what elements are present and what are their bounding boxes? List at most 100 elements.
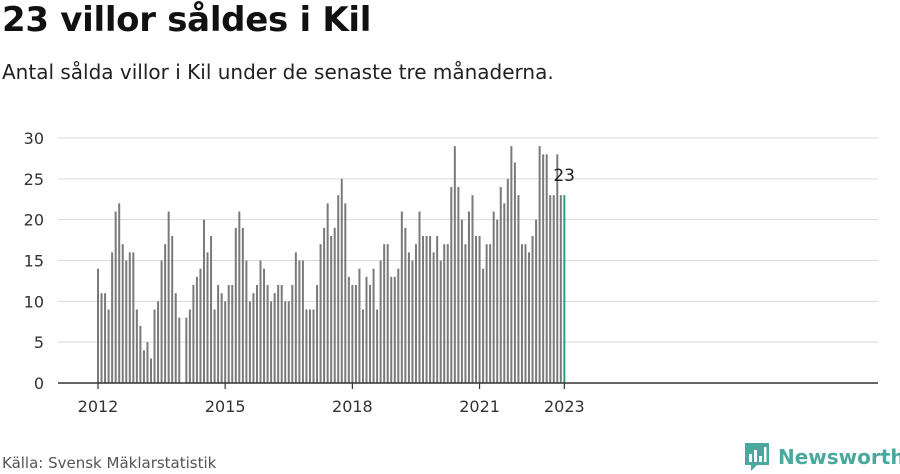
bar (460, 219, 463, 383)
bar (231, 285, 234, 383)
bar (478, 236, 481, 383)
bar (312, 309, 315, 383)
bar (206, 252, 209, 383)
bar (520, 244, 523, 383)
bar (121, 244, 124, 383)
bar (492, 211, 495, 383)
last-value-label: 23 (553, 166, 575, 186)
bar (227, 285, 230, 383)
bar (464, 244, 467, 383)
bar (411, 260, 414, 383)
bar (111, 252, 114, 383)
bar (167, 211, 170, 383)
bar (443, 244, 446, 383)
bar (248, 301, 251, 383)
y-tick-label-5: 5 (34, 333, 44, 352)
bar (330, 236, 333, 383)
bar (376, 309, 379, 383)
bar (559, 195, 562, 383)
bar (542, 154, 545, 383)
bar (475, 236, 478, 383)
bar (400, 211, 403, 383)
bar (556, 154, 559, 383)
bar (263, 268, 266, 383)
bar (344, 203, 347, 383)
bar (407, 252, 410, 383)
bar (149, 358, 152, 383)
bar (224, 301, 227, 383)
bar (220, 293, 223, 383)
bar (316, 285, 319, 383)
bar (397, 268, 400, 383)
brand-name: Newsworthy (778, 445, 900, 469)
bar (164, 244, 167, 383)
bar (277, 285, 280, 383)
bar (114, 211, 117, 383)
brand-logo: Newsworthy (744, 442, 900, 472)
bar (139, 325, 142, 383)
chart-title: 23 villor såldes i Kil (2, 0, 372, 40)
bar (270, 301, 273, 383)
bar (298, 260, 301, 383)
bar (446, 244, 449, 383)
bar (552, 195, 555, 383)
bar (142, 350, 145, 383)
x-tick-label-2015: 2015 (205, 397, 246, 416)
bar (301, 260, 304, 383)
x-tick-label-2021: 2021 (459, 397, 500, 416)
bar (252, 293, 255, 383)
bar (213, 309, 216, 383)
bar (178, 317, 181, 383)
bar (383, 244, 386, 383)
bar (358, 268, 361, 383)
bar (128, 252, 131, 383)
bar (234, 227, 237, 383)
bar (432, 252, 435, 383)
x-tick-label-2012: 2012 (78, 397, 119, 416)
bar (436, 236, 439, 383)
bar (393, 276, 396, 383)
bar (333, 227, 336, 383)
bar (528, 252, 531, 383)
bar (369, 285, 372, 383)
bar (471, 195, 474, 383)
bar (429, 236, 432, 383)
bar (255, 285, 258, 383)
bar (146, 342, 149, 383)
bar (188, 309, 191, 383)
bar (118, 203, 121, 383)
annotations: 23 (553, 166, 575, 186)
bars (97, 146, 566, 383)
bar (238, 211, 241, 383)
x-tick-label-2018: 2018 (332, 397, 373, 416)
bar (418, 211, 421, 383)
bar (506, 178, 509, 383)
bar (319, 244, 322, 383)
chart-subtitle: Antal sålda villor i Kil under de senast… (2, 60, 554, 84)
bar (524, 244, 527, 383)
bar (284, 301, 287, 383)
bar (453, 146, 456, 383)
bar (323, 227, 326, 383)
bar (266, 285, 269, 383)
bar (467, 211, 470, 383)
bar (457, 187, 460, 383)
bar (450, 187, 453, 383)
bar (157, 301, 160, 383)
bar (153, 309, 156, 383)
bar (549, 195, 552, 383)
bar (517, 195, 520, 383)
y-tick-label-25: 25 (24, 170, 44, 189)
bar (135, 309, 138, 383)
bar (510, 146, 513, 383)
y-tick-label-15: 15 (24, 252, 44, 271)
bar (351, 285, 354, 383)
bar (171, 236, 174, 383)
bar (245, 260, 248, 383)
bar (354, 285, 357, 383)
bar-chart: 0 5 10 15 20 25 30 2012 2015 2018 2021 2023 23 (24, 129, 878, 416)
bar (217, 285, 220, 383)
bar (414, 244, 417, 383)
bar (489, 244, 492, 383)
bar (439, 260, 442, 383)
